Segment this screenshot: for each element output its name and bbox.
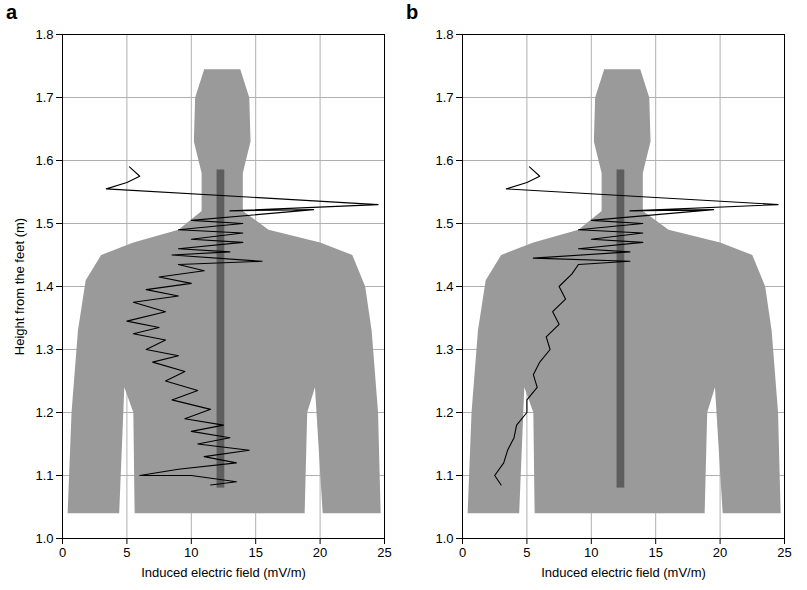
- svg-text:10: 10: [584, 545, 598, 560]
- svg-text:0: 0: [459, 545, 466, 560]
- svg-text:1.0: 1.0: [35, 531, 53, 546]
- svg-text:1.4: 1.4: [435, 279, 453, 294]
- svg-text:1.7: 1.7: [35, 90, 53, 105]
- svg-text:1.0: 1.0: [435, 531, 453, 546]
- svg-text:1.8: 1.8: [435, 27, 453, 42]
- svg-text:1.2: 1.2: [35, 405, 53, 420]
- svg-text:1.1: 1.1: [35, 468, 53, 483]
- svg-text:5: 5: [123, 545, 130, 560]
- html-text:a: a: [6, 1, 18, 23]
- svg-text:1.3: 1.3: [35, 342, 53, 357]
- svg-text:1.6: 1.6: [35, 153, 53, 168]
- svg-text:15: 15: [248, 545, 262, 560]
- svg-text:1.6: 1.6: [435, 153, 453, 168]
- html-text:b: b: [406, 1, 419, 23]
- svg-text:Height from the feet (m): Height from the feet (m): [12, 218, 27, 355]
- svg-text:1.2: 1.2: [435, 405, 453, 420]
- svg-text:25: 25: [777, 545, 791, 560]
- svg-text:20: 20: [713, 545, 727, 560]
- svg-text:10: 10: [184, 545, 198, 560]
- svg-text:Induced electric field (mV/m): Induced electric field (mV/m): [141, 565, 306, 580]
- svg-text:1.3: 1.3: [435, 342, 453, 357]
- svg-text:5: 5: [523, 545, 530, 560]
- svg-text:25: 25: [377, 545, 391, 560]
- svg-text:1.5: 1.5: [35, 216, 53, 231]
- svg-text:Induced electric field (mV/m): Induced electric field (mV/m): [541, 565, 706, 580]
- svg-text:15: 15: [648, 545, 662, 560]
- svg-text:1.7: 1.7: [435, 90, 453, 105]
- svg-text:1.1: 1.1: [435, 468, 453, 483]
- svg-text:1.4: 1.4: [35, 279, 53, 294]
- svg-text:1.5: 1.5: [435, 216, 453, 231]
- svg-text:0: 0: [59, 545, 66, 560]
- svg-text:1.8: 1.8: [35, 27, 53, 42]
- svg-text:20: 20: [313, 545, 327, 560]
